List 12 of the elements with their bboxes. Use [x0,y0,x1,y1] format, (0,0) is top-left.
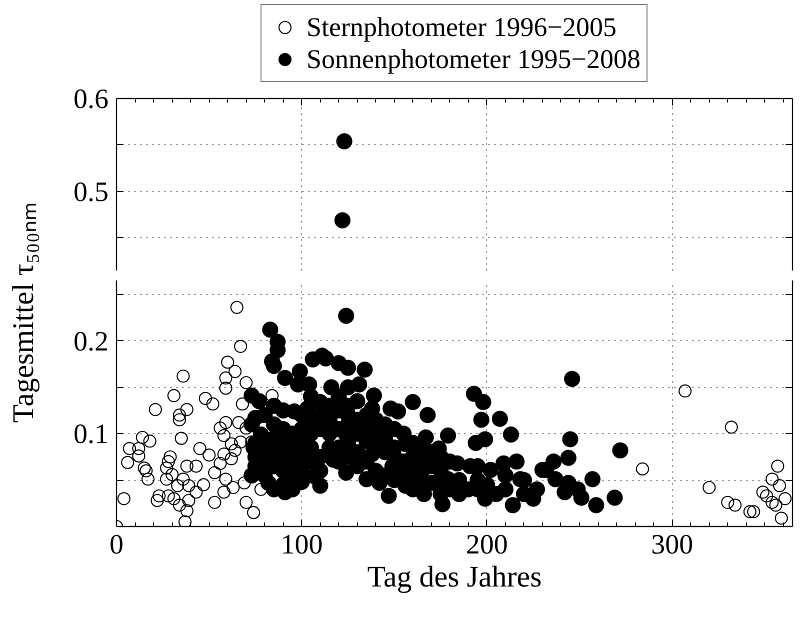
x-tick-label: 200 [466,530,508,560]
legend-label: Sonnenphotometer 1995−2008 [306,43,640,75]
legend-label: Sternphotometer 1996−2005 [306,11,616,43]
y-tick-label: 0.6 [74,84,108,115]
y-axis-title: Tagesmittel τ₅₀₀ₙₘ [7,202,40,423]
x-axis-title: Tag des Jahres [367,560,542,594]
x-tick-label: 300 [651,530,694,560]
y-tick-label: 0.1 [74,419,108,450]
x-tick-label: 100 [280,530,323,560]
x-tick-label: 0 [110,530,124,560]
y-tick-label: 0.5 [74,176,108,208]
y-tick-label: 0.2 [74,326,108,358]
